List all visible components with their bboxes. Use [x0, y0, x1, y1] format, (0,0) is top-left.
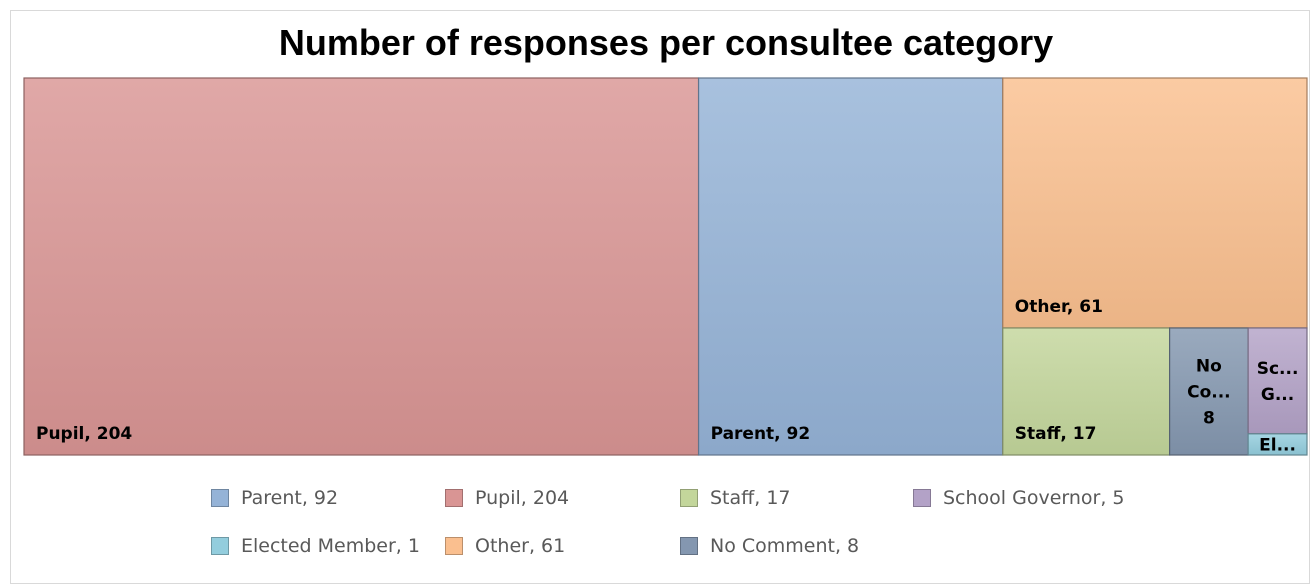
chart-title: Number of responses per consultee catego…: [278, 22, 1054, 63]
tile-school-governor: [1247, 327, 1308, 435]
tile-label-no-comment: No Co... 8: [1187, 356, 1231, 428]
tile-label-school-governor: Sc... G...: [1257, 359, 1299, 405]
tile-other: [1002, 77, 1308, 329]
tile-label-other: Other, 61: [1015, 297, 1103, 317]
tile-label-staff: Staff, 17: [1015, 424, 1097, 444]
tile-label-pupil: Pupil, 204: [36, 424, 132, 444]
tile-elected-member: [1247, 433, 1308, 456]
tile-label-parent: Parent, 92: [711, 424, 811, 444]
tile-no-comment: [1169, 327, 1249, 456]
tile-parent: [697, 77, 1004, 456]
tile-label-elected-member: El...: [1259, 435, 1296, 455]
tile-staff: [1002, 327, 1171, 456]
tile-pupil: [23, 77, 700, 456]
